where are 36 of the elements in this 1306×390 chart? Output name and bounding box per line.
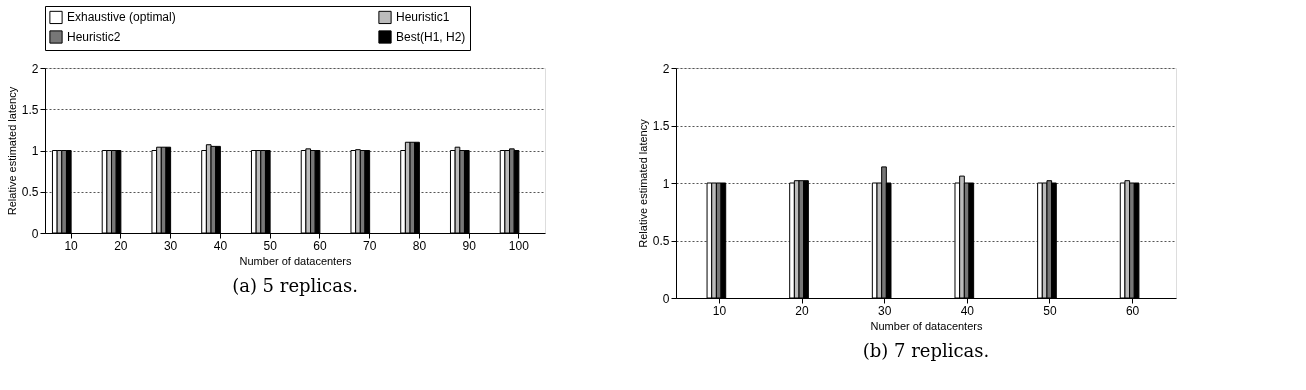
legend-label: Heuristic1: [396, 10, 450, 25]
x-tick-label: 80: [412, 238, 427, 253]
x-axis-title: Number of datacenters: [239, 254, 352, 267]
x-tick-label: 50: [1043, 303, 1057, 318]
y-tick-label: 0: [662, 291, 670, 306]
x-tick-label: 70: [362, 238, 377, 253]
legend-label: Best(H1, H2): [396, 30, 466, 44]
y-tick-label: 2: [31, 61, 39, 76]
x-tick-label: 10: [64, 238, 79, 253]
x-tick-label: 60: [1125, 303, 1140, 318]
y-tick-label: 1.5: [21, 102, 39, 117]
text: (b) 7 replicas.: [862, 340, 990, 361]
x-axis-title: Number of datacenters: [870, 319, 983, 332]
x-tick-label: 40: [213, 238, 228, 253]
y-tick-label: 1: [662, 176, 670, 191]
x-tick-label: 60: [313, 238, 327, 253]
x-tick-label: 30: [163, 238, 178, 253]
y-axis-title: Relative estimated latency: [5, 86, 18, 216]
x-tick-label: 50: [263, 238, 278, 253]
legend-label: Heuristic2: [67, 30, 121, 44]
y-tick-label: 0: [31, 226, 39, 241]
x-tick-label: 20: [114, 238, 128, 253]
y-tick-label: 2: [662, 61, 670, 76]
x-tick-label: 40: [960, 303, 975, 318]
y-tick-label: 1.5: [652, 119, 670, 133]
x-tick-label: 10: [712, 303, 727, 318]
y-tick-label: 0.5: [21, 185, 39, 200]
x-tick-label: 30: [878, 303, 892, 318]
x-tick-label: 90: [462, 238, 477, 253]
x-tick-label: 20: [795, 303, 810, 318]
y-tick-label: 0.5: [652, 234, 670, 248]
x-tick-label: 100: [508, 238, 530, 253]
legend-label: Exhaustive (optimal): [67, 10, 176, 25]
text: (a) 5 replicas.: [232, 275, 358, 296]
y-tick-label: 1: [31, 144, 39, 158]
y-axis-title: Relative estimated latency: [636, 118, 649, 248]
